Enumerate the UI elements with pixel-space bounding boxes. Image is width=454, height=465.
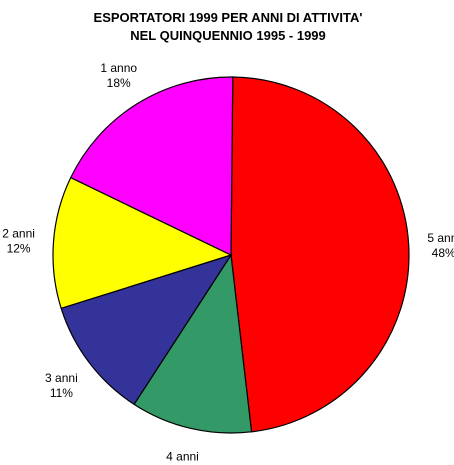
pie-slice-4 [69, 76, 234, 256]
pie-slice-label-4: 1 anno [100, 61, 137, 75]
pie-slice-percent-0: 48% [432, 246, 454, 260]
pie-slices [52, 76, 410, 434]
pie-slice-label-3: 2 anni [2, 227, 35, 241]
pie-slice-2 [60, 253, 233, 406]
pie-slice-1 [133, 253, 253, 434]
pie-slice-label-2: 3 anni [45, 371, 78, 385]
pie-slice-percent-2: 11% [50, 386, 73, 400]
pie-slice-percent-4: 18% [107, 76, 131, 90]
pie-slice-0 [230, 76, 410, 433]
chart-title-line-1: ESPORTATORI 1999 PER ANNI DI ATTIVITA' [94, 10, 363, 25]
pie-slice-percent-3: 12% [7, 242, 31, 256]
chart-title-line-2: NEL QUINQUENNIO 1995 - 1999 [130, 28, 326, 43]
pie-slice-label-0: 5 anni [427, 231, 454, 245]
pie-slice-3 [52, 176, 233, 310]
pie-slice-label-1: 4 anni [166, 449, 199, 463]
